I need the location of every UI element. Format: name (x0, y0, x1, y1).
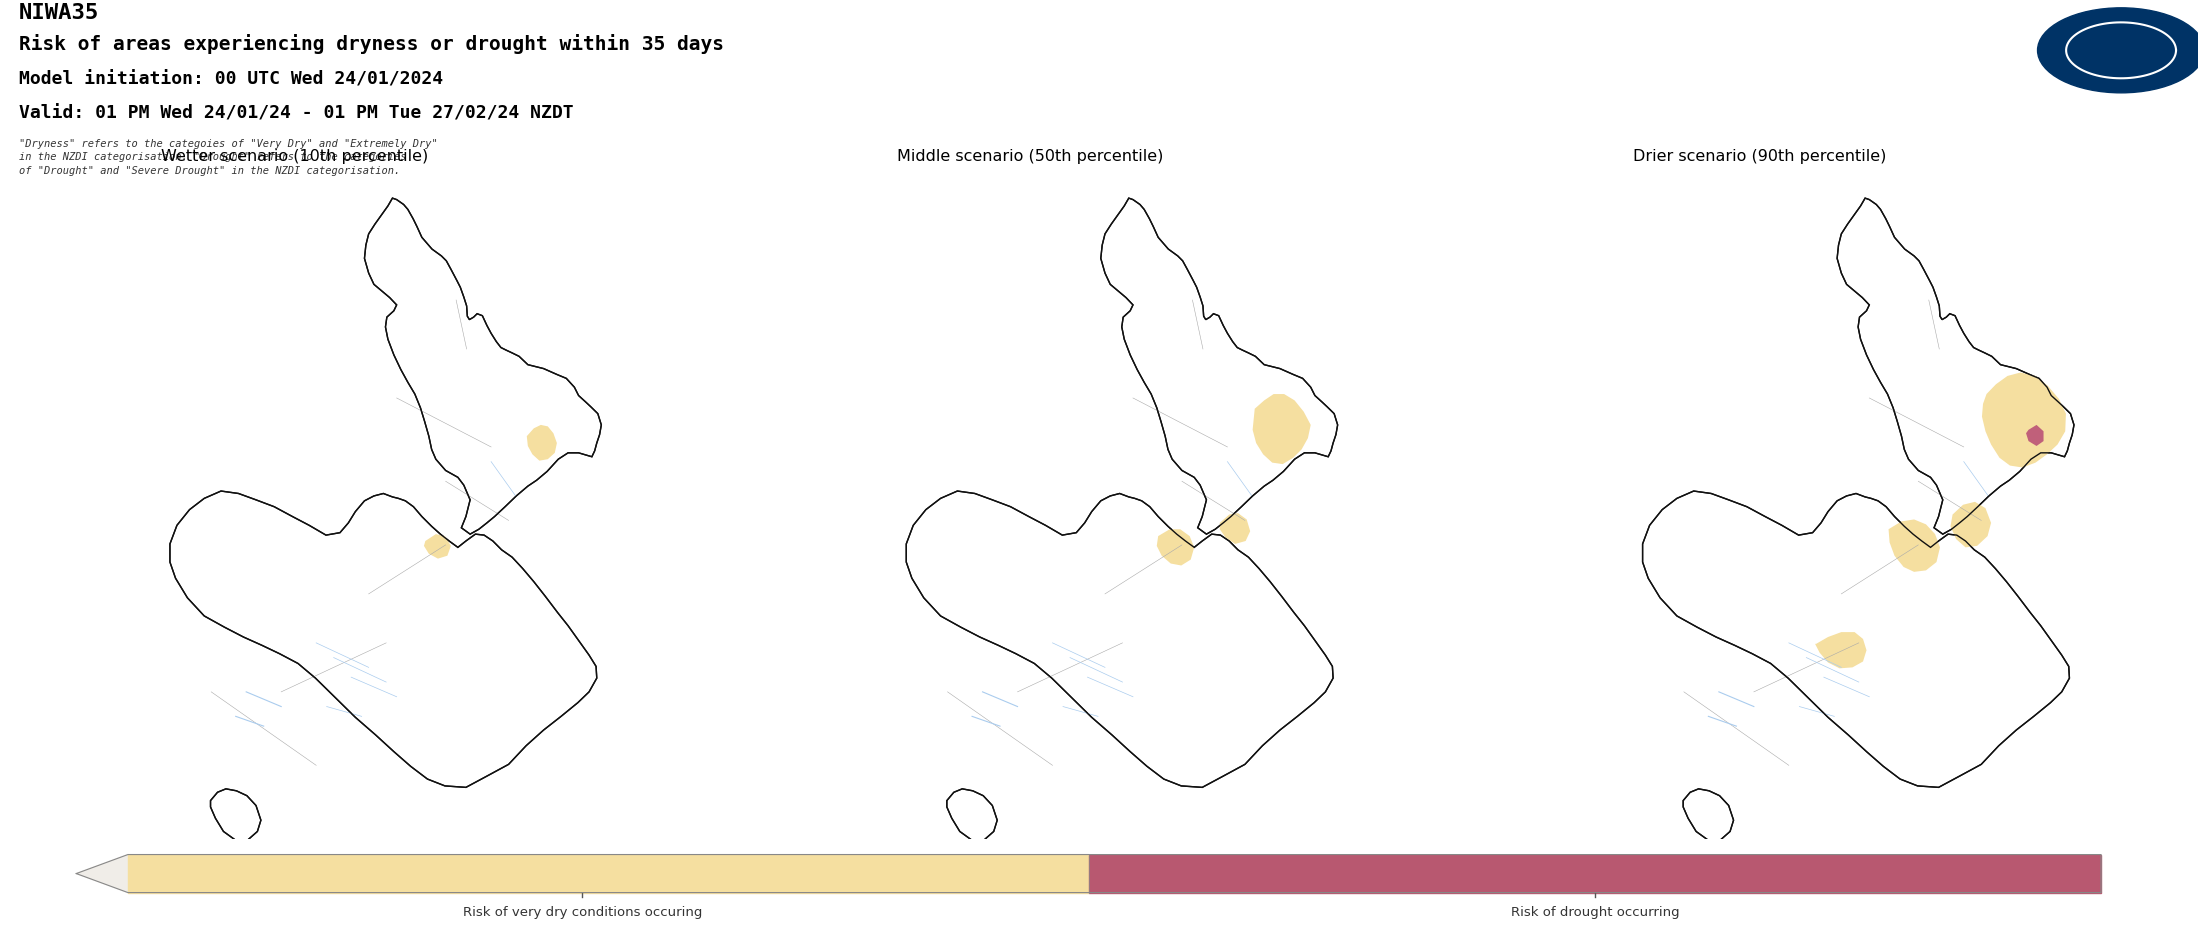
Polygon shape (2027, 425, 2044, 446)
Polygon shape (1816, 632, 1866, 668)
Polygon shape (127, 855, 1088, 893)
Polygon shape (1888, 519, 1941, 572)
Text: Risk of very dry conditions occuring: Risk of very dry conditions occuring (464, 906, 701, 919)
Polygon shape (1088, 855, 2101, 893)
Polygon shape (1684, 788, 1734, 840)
Circle shape (2038, 7, 2198, 93)
Polygon shape (1983, 373, 2066, 468)
Text: "Dryness" refers to the categoies of "Very Dry" and "Extremely Dry"
in the NZDI : "Dryness" refers to the categoies of "Ve… (18, 139, 437, 175)
Polygon shape (1838, 199, 2075, 534)
Polygon shape (906, 491, 1334, 788)
Text: NIWA: NIWA (2099, 81, 2143, 95)
Text: Drier scenario (90th percentile): Drier scenario (90th percentile) (1633, 149, 1886, 164)
Polygon shape (947, 788, 998, 840)
Polygon shape (169, 491, 598, 788)
Polygon shape (77, 855, 1088, 893)
Text: Wetter scenario (10th percentile): Wetter scenario (10th percentile) (160, 149, 429, 164)
Polygon shape (1642, 491, 2071, 788)
Text: Risk of drought occurring: Risk of drought occurring (1510, 906, 1679, 919)
Polygon shape (424, 534, 451, 558)
Text: Model initiation: 00 UTC Wed 24/01/2024: Model initiation: 00 UTC Wed 24/01/2024 (18, 71, 442, 89)
Polygon shape (1950, 501, 1991, 547)
Polygon shape (528, 425, 556, 460)
Text: Valid: 01 PM Wed 24/01/24 - 01 PM Tue 27/02/24 NZDT: Valid: 01 PM Wed 24/01/24 - 01 PM Tue 27… (18, 104, 574, 122)
Polygon shape (365, 199, 602, 534)
Polygon shape (1220, 514, 1251, 544)
Polygon shape (211, 788, 262, 840)
Polygon shape (1253, 394, 1310, 464)
Polygon shape (1156, 529, 1194, 566)
Text: Middle scenario (50th percentile): Middle scenario (50th percentile) (897, 149, 1163, 164)
Polygon shape (1101, 199, 1339, 534)
Text: Risk of areas experiencing dryness or drought within 35 days: Risk of areas experiencing dryness or dr… (18, 34, 723, 53)
Text: NIWA35: NIWA35 (18, 4, 99, 23)
